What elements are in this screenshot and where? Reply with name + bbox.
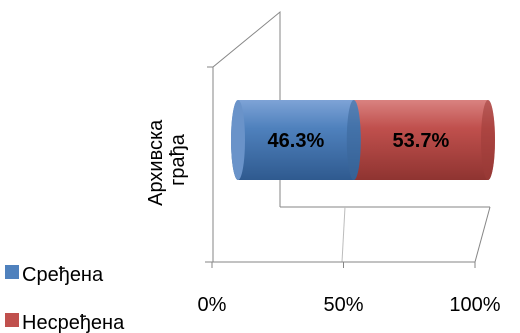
- category-label-line-2: грађа: [167, 133, 189, 186]
- floor-depth-mid: [341, 206, 346, 263]
- bar-start-cap: [231, 100, 245, 180]
- data-label-nesredjena: 53.7%: [393, 130, 450, 152]
- x-tick-label-2: 100%: [449, 294, 500, 316]
- bar-segment-nesredjena: [346, 100, 495, 180]
- x-tick-label-0: 0%: [198, 294, 227, 316]
- legend-swatch-nesredjena: [5, 313, 19, 327]
- bar-cap-nesredjena: [481, 100, 495, 180]
- legend-label-sredjena: Сређена: [22, 264, 104, 286]
- bar-cap-sredjena: [346, 100, 361, 180]
- x-axis-ticks: 0% 50% 100%: [198, 262, 501, 316]
- data-labels: 46.3% 53.7%: [268, 130, 450, 152]
- legend-label-nesredjena: Несређена: [22, 312, 125, 333]
- category-label-line-1: Архивска: [145, 119, 167, 206]
- legend: Сређена Несређена: [5, 264, 125, 333]
- x-tick-label-1: 50%: [323, 294, 363, 316]
- legend-swatch-sredjena: [5, 265, 19, 279]
- floor-depth-right: [474, 206, 491, 263]
- bars: [231, 100, 495, 180]
- bar-body-sredjena: [231, 100, 361, 180]
- category-label: Архивска грађа: [145, 114, 189, 206]
- bar-segment-sredjena: [231, 100, 361, 180]
- data-label-sredjena: 46.3%: [268, 130, 325, 152]
- bar-body-nesredjena: [346, 100, 495, 180]
